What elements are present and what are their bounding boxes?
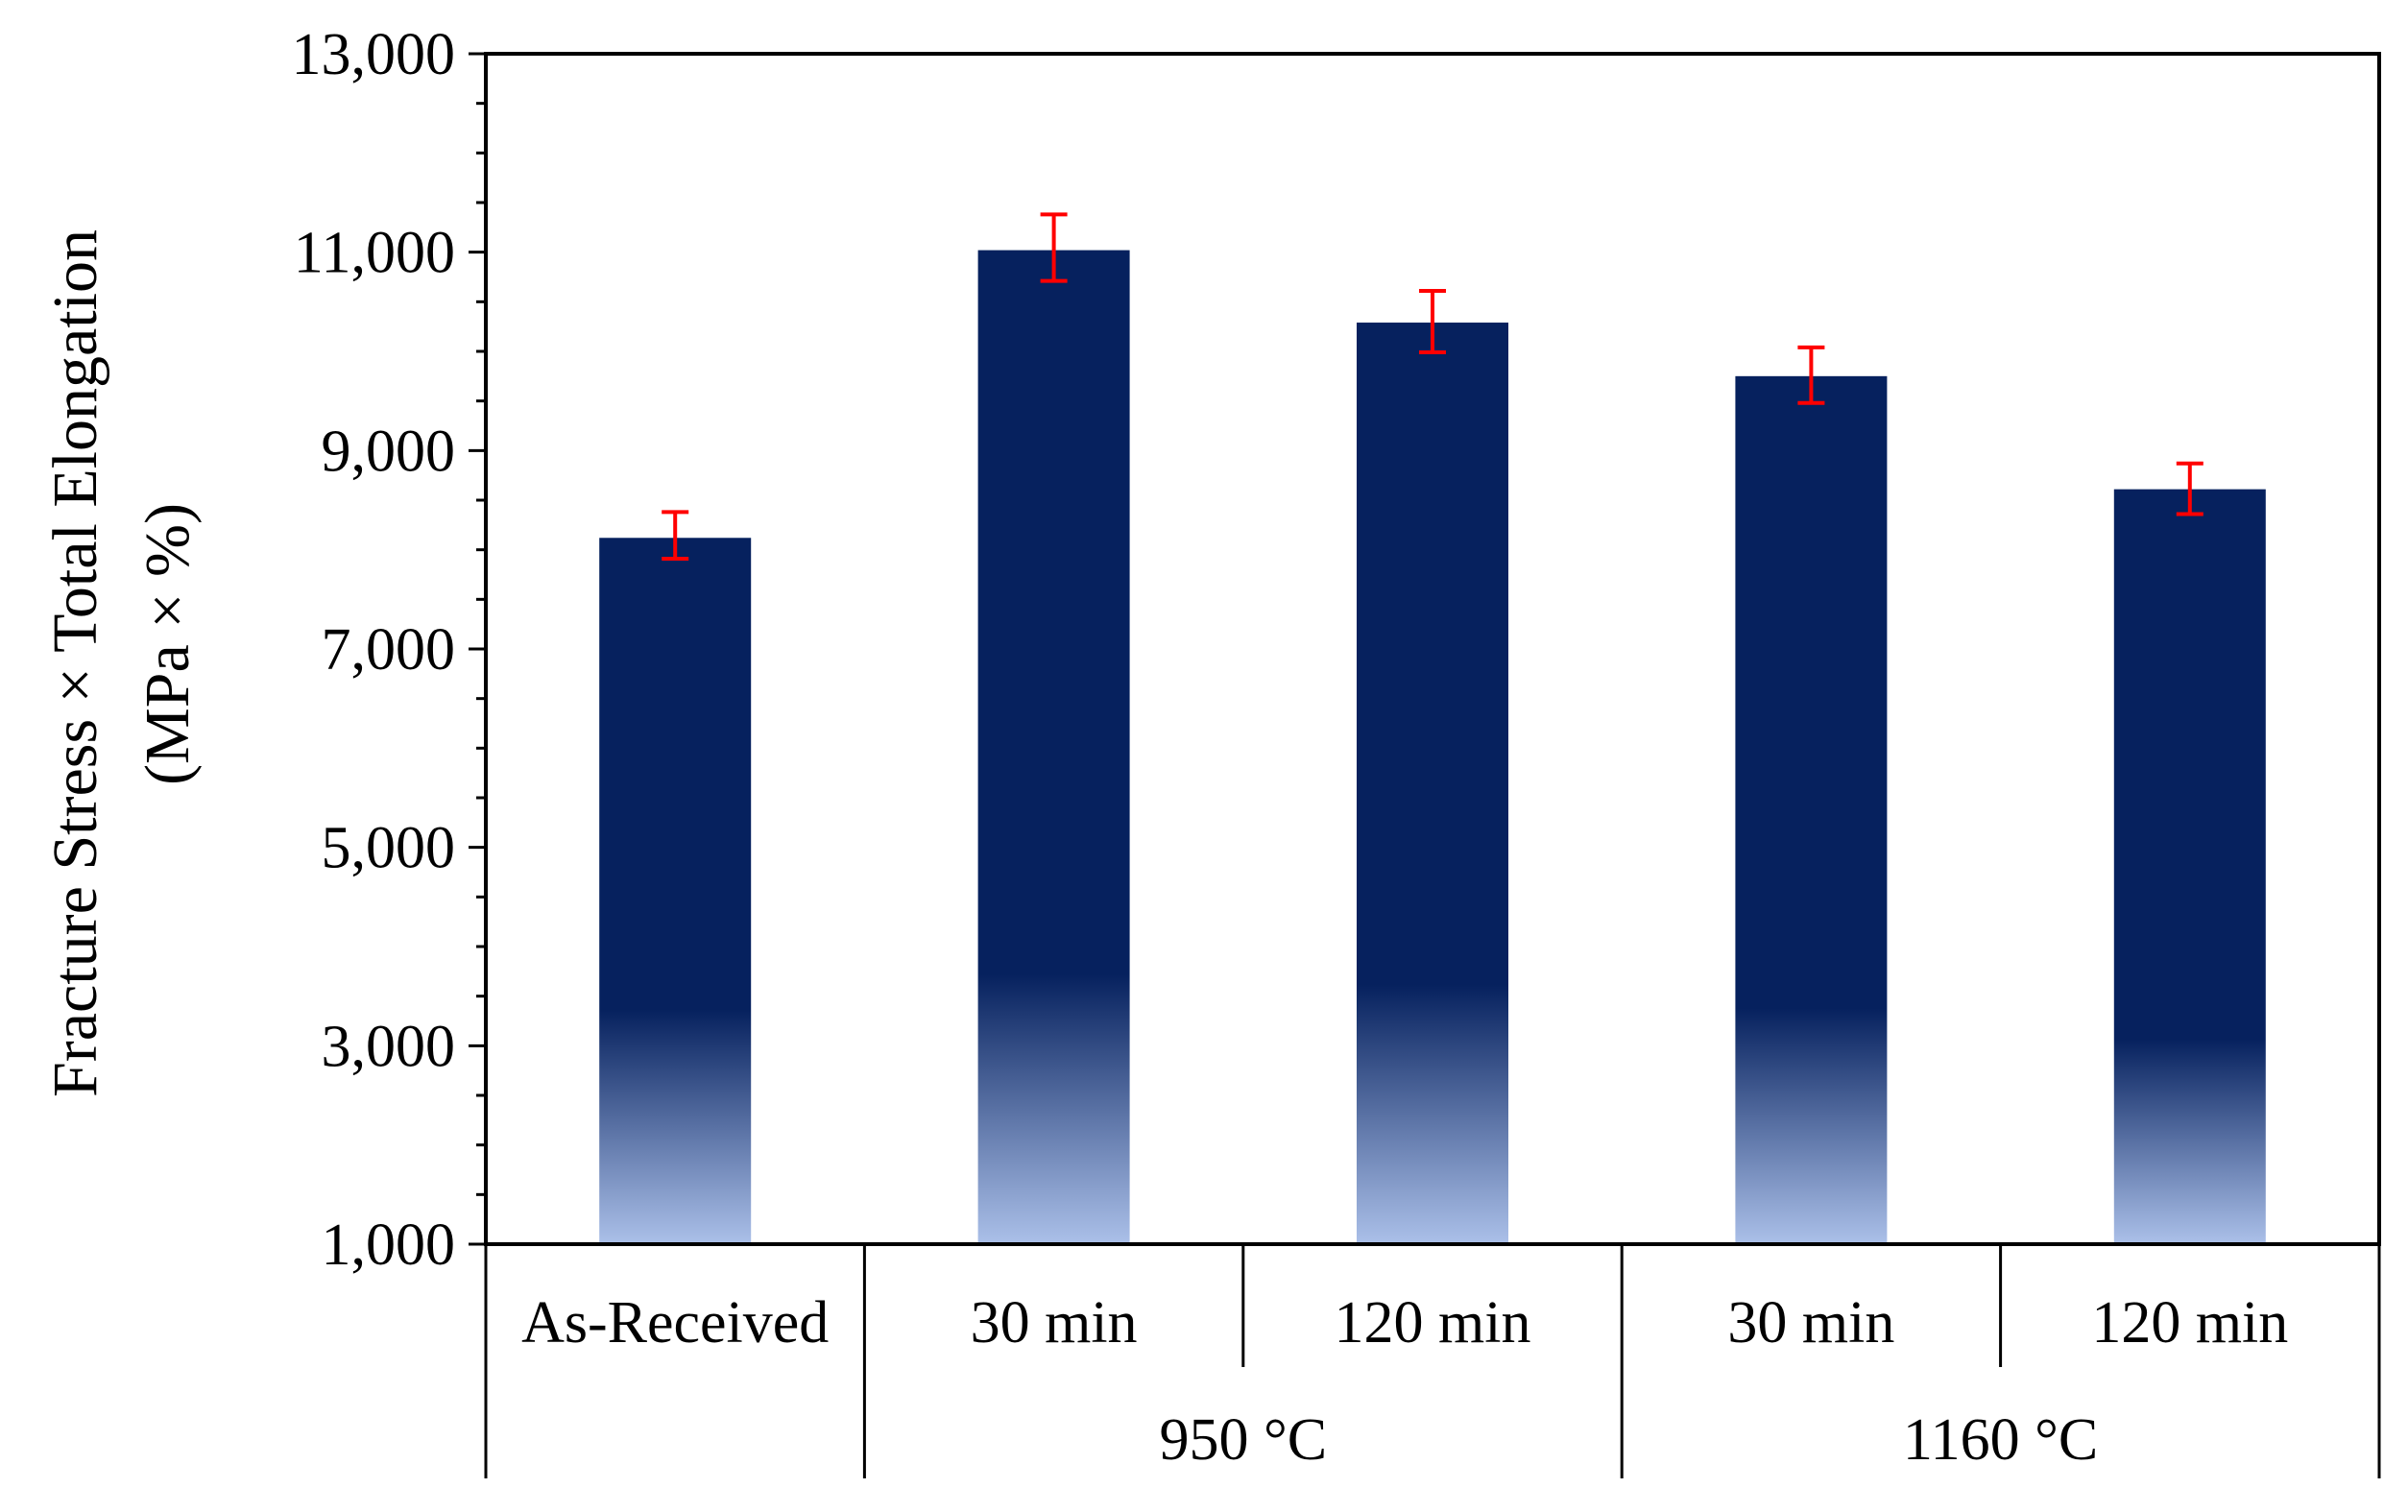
- bar: [599, 538, 752, 1242]
- y-axis: 1,000 3,000 5,000 7,000 9,000 11,000 13,000: [292, 22, 486, 1278]
- bars-layer: [599, 250, 2266, 1243]
- error-bar: [1419, 288, 1446, 355]
- y-axis-title-line2: (MPa × %): [132, 503, 203, 785]
- x-group-label: 1160 °C: [1903, 1407, 2098, 1473]
- bar: [977, 250, 1130, 1243]
- y-tick-label: 3,000: [322, 1014, 456, 1079]
- bar: [1735, 375, 1888, 1242]
- x-group-label: 950 °C: [1159, 1407, 1327, 1473]
- x-axis: As-Received 30 min 120 min 30 min 120 min950…: [484, 1244, 2381, 1478]
- x-category-label: 120 min: [1335, 1290, 1531, 1356]
- bar: [2113, 489, 2266, 1243]
- y-tick-label: 9,000: [322, 419, 456, 484]
- bar: [1357, 323, 1508, 1242]
- y-axis-title-line1: Fracture Stress × Total Elongation: [40, 229, 110, 1097]
- x-category-label: 30 min: [1727, 1290, 1894, 1356]
- y-tick-label: 11,000: [294, 221, 455, 286]
- y-tick-label: 5,000: [322, 816, 456, 881]
- y-tick-label: 13,000: [292, 22, 456, 87]
- x-category-label: 120 min: [2091, 1290, 2288, 1356]
- error-bar: [662, 510, 689, 561]
- error-bar: [1040, 212, 1068, 283]
- y-tick-label: 7,000: [322, 617, 456, 683]
- y-tick-label: 1,000: [322, 1212, 456, 1278]
- error-bar: [1797, 345, 1825, 405]
- error-bars-layer: [662, 212, 2203, 561]
- x-category-label: As-Received: [521, 1290, 829, 1356]
- error-bar: [2176, 461, 2203, 516]
- x-category-label: 30 min: [971, 1290, 1138, 1356]
